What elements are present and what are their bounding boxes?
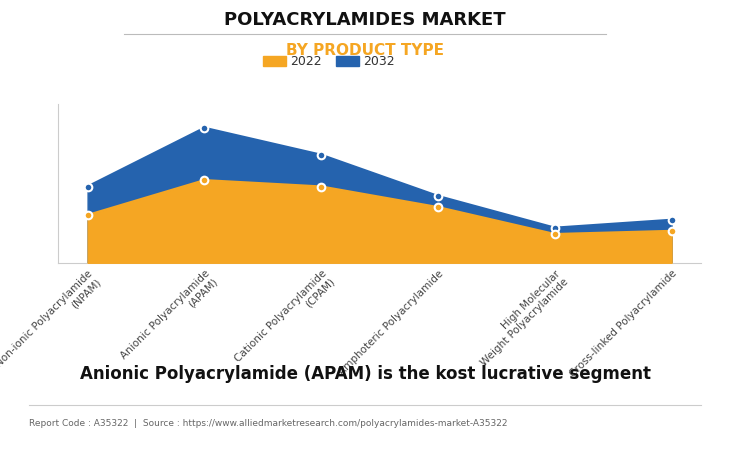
Text: Report Code : A35322  |  Source : https://www.alliedmarketresearch.com/polyacryl: Report Code : A35322 | Source : https://… [29, 419, 507, 428]
Text: BY PRODUCT TYPE: BY PRODUCT TYPE [286, 43, 444, 58]
Text: 2022: 2022 [291, 55, 322, 67]
Text: 2032: 2032 [364, 55, 395, 67]
Text: Anionic Polyacrylamide (APAM) is the kost lucrative segment: Anionic Polyacrylamide (APAM) is the kos… [80, 365, 650, 383]
Text: POLYACRYLAMIDES MARKET: POLYACRYLAMIDES MARKET [224, 11, 506, 29]
